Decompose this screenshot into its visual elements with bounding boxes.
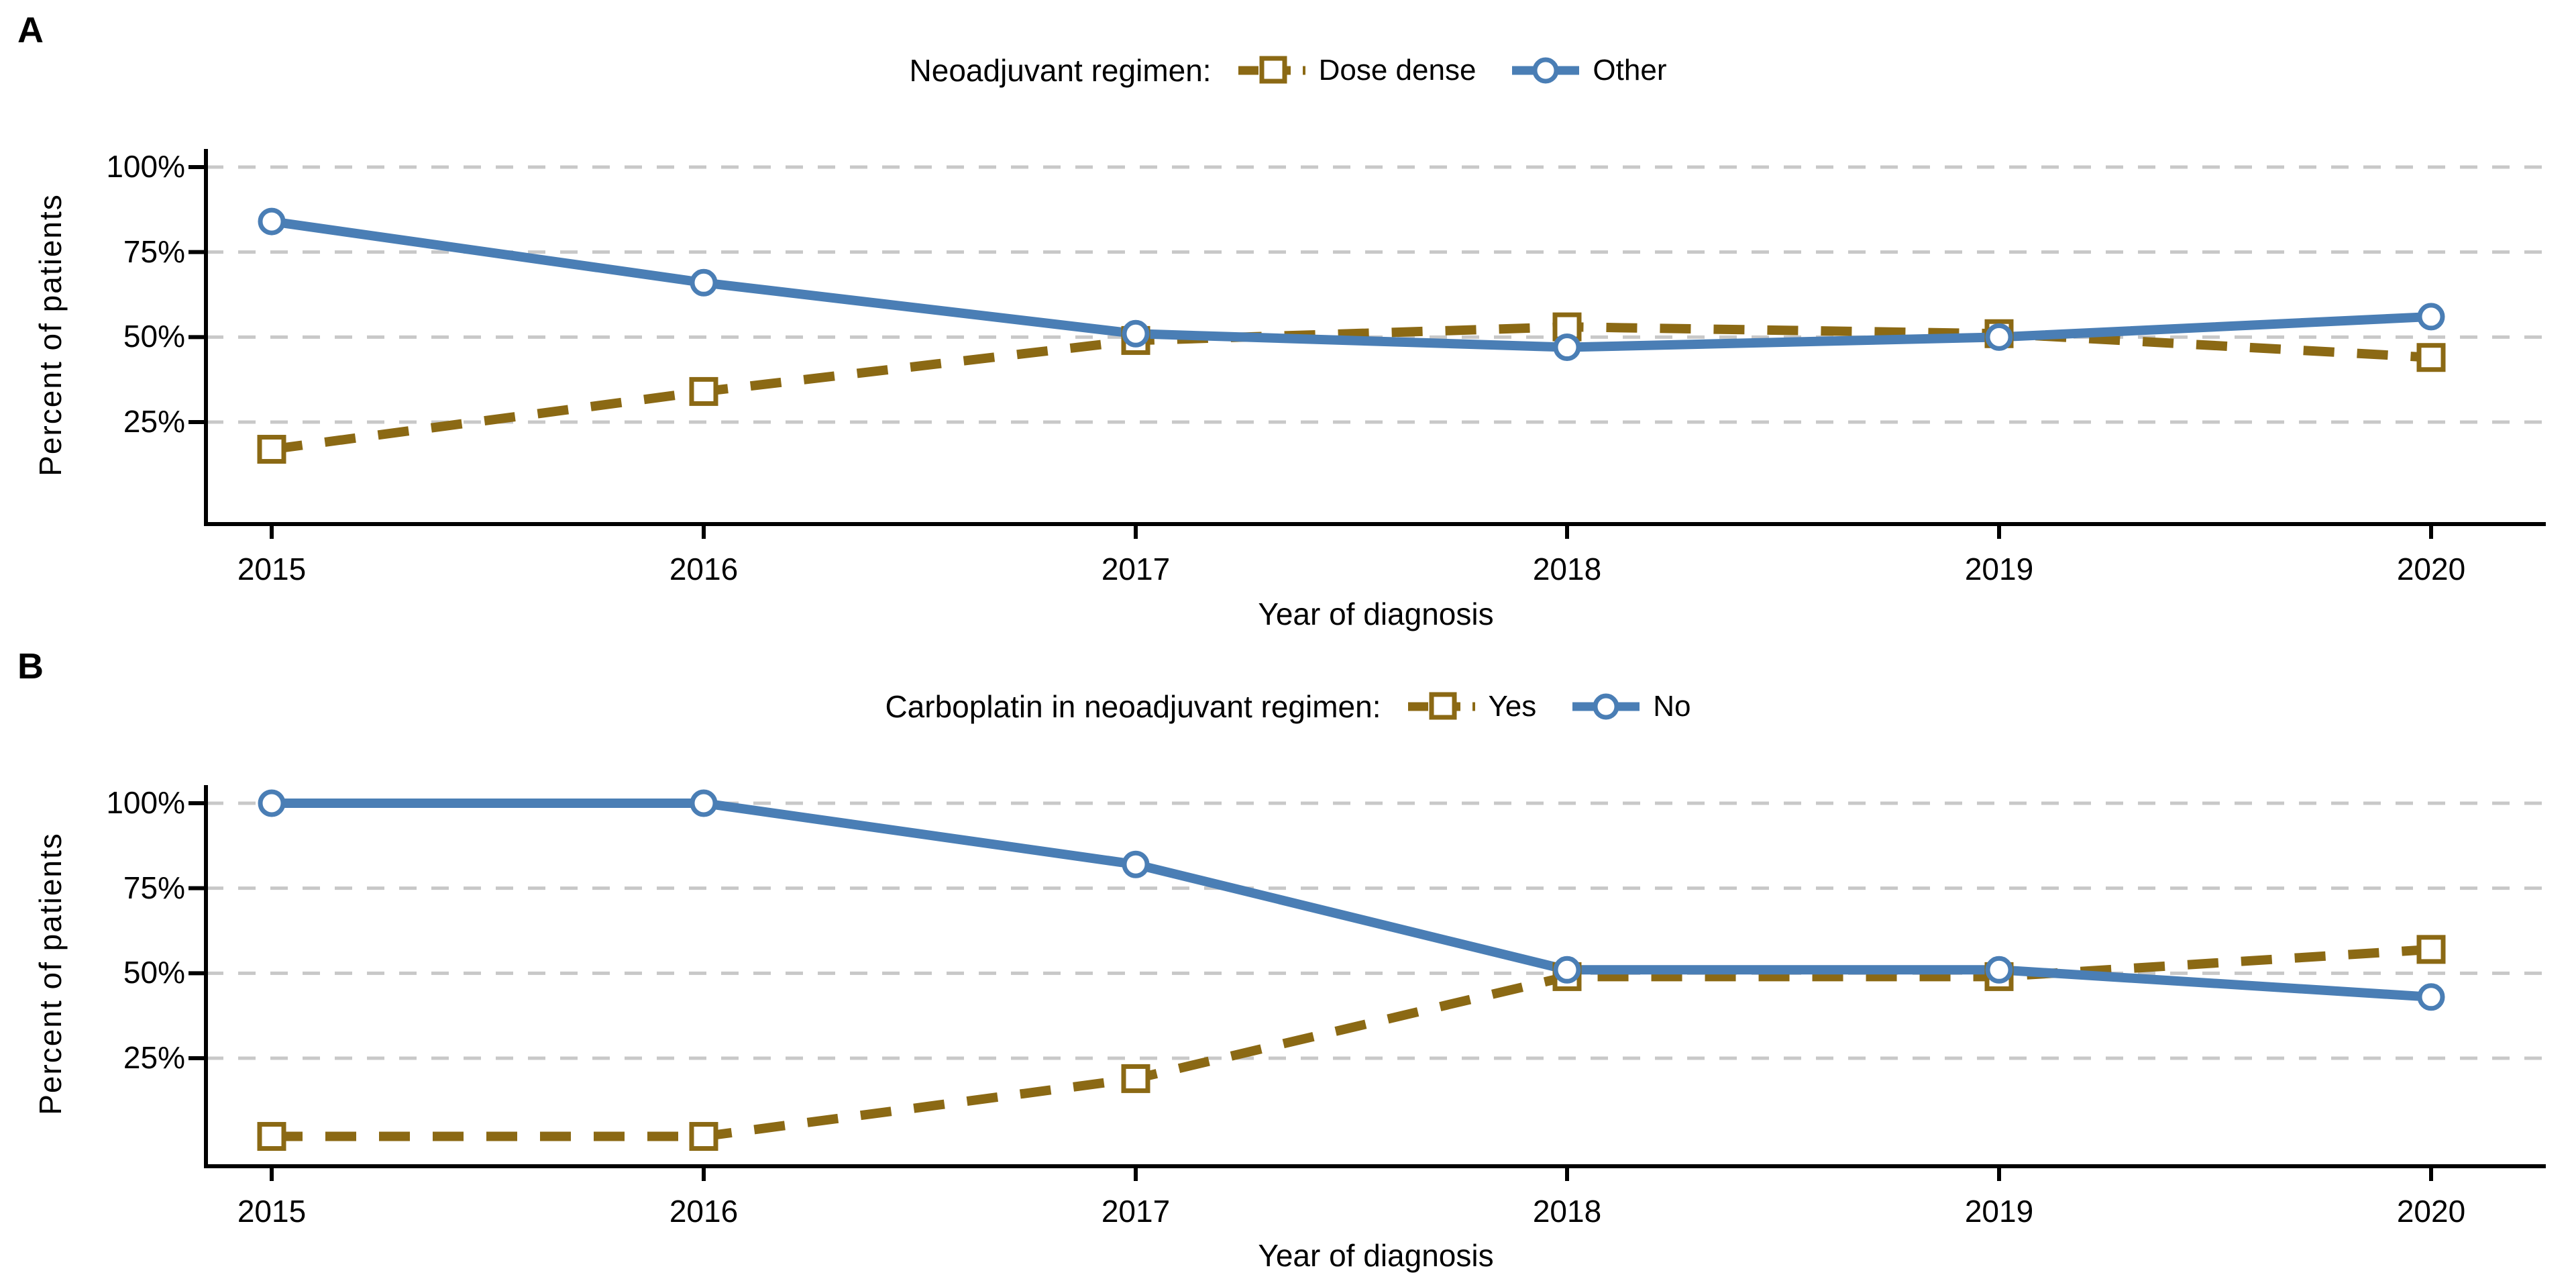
panel-a-letter: A [17, 10, 44, 50]
y-tick-label: 75% [123, 870, 185, 905]
legend-title-a: Neoadjuvant regimen: [909, 53, 1212, 88]
marker-square [1121, 1064, 1150, 1093]
legend-label: No [1653, 690, 1691, 723]
series-line-yes [272, 944, 2432, 1141]
legend-key-circle-icon [1512, 57, 1580, 84]
y-tick-label: 50% [123, 955, 185, 990]
x-tick-label: 2019 [1964, 552, 2034, 586]
legend-key-circle-icon [1572, 693, 1640, 720]
y-tick-label: 50% [123, 319, 185, 354]
x-tick-label: 2017 [1101, 552, 1171, 586]
marker-square [689, 376, 718, 406]
series-line-no [272, 799, 2432, 1002]
legend-title-b: Carboplatin in neoadjuvant regimen: [885, 689, 1381, 724]
legend-item-other: Other [1511, 54, 1666, 87]
x-tick-label: 2018 [1532, 552, 1602, 586]
x-tick-label: 2020 [2396, 552, 2466, 586]
x-tick-label: 2016 [669, 552, 739, 586]
legend-label: Dose dense [1318, 54, 1477, 87]
x-tick-label: 2016 [669, 1194, 739, 1229]
y-tick-label: 100% [106, 785, 185, 820]
panel-b-letter: B [17, 646, 44, 686]
x-tick-label: 2020 [2396, 1194, 2466, 1229]
marker-circle [1553, 333, 1581, 362]
y-tick-label: 25% [123, 1040, 185, 1075]
legend-item-no: No [1571, 690, 1691, 723]
marker-circle [1553, 956, 1581, 984]
y-tick-label: 75% [123, 234, 185, 269]
marker-circle [1122, 319, 1150, 348]
marker-circle [2417, 303, 2445, 331]
y-axis-title-b: Percent of patients [33, 832, 68, 1115]
marker-square [257, 1122, 286, 1151]
marker-square [257, 435, 286, 464]
marker-circle [690, 789, 718, 817]
series-line-other [271, 217, 2432, 352]
marker-square [2416, 343, 2446, 372]
marker-circle [258, 789, 286, 817]
marker-circle [258, 207, 286, 236]
marker-circle [1122, 850, 1150, 878]
legend-label: Yes [1488, 690, 1537, 723]
legend-items-b: Yes No [1407, 690, 1691, 723]
x-tick-label: 2015 [237, 1194, 307, 1229]
x-axis-title-b: Year of diagnosis [1258, 1238, 1494, 1273]
x-tick-label: 2015 [237, 552, 307, 586]
legend-panel-b: Carboplatin in neoadjuvant regimen: Yes N… [282, 688, 2294, 725]
marker-circle [2417, 983, 2445, 1011]
legend-panel-a: Neoadjuvant regimen: Dose dense Other [282, 52, 2294, 89]
legend-key-square-icon [1238, 56, 1305, 84]
y-axis-title-a: Percent of patients [33, 193, 68, 476]
y-tick-label: 100% [106, 149, 185, 184]
legend-label: Other [1593, 54, 1667, 87]
legend-item-yes: Yes [1407, 690, 1537, 723]
legend-items-a: Dose dense Other [1237, 54, 1666, 87]
x-tick-label: 2018 [1532, 1194, 1602, 1229]
series-line-dose-dense [271, 322, 2432, 454]
marker-circle [1985, 956, 2013, 984]
marker-circle [690, 268, 718, 297]
legend-key-square-icon [1407, 692, 1475, 720]
x-axis-title-a: Year of diagnosis [1258, 597, 1494, 631]
legend-item-dose-dense: Dose dense [1237, 54, 1477, 87]
marker-square [2416, 935, 2446, 964]
marker-square [689, 1122, 718, 1151]
x-tick-label: 2017 [1101, 1194, 1171, 1229]
marker-circle [1985, 323, 2013, 351]
x-tick-label: 2019 [1964, 1194, 2034, 1229]
y-tick-label: 25% [123, 404, 185, 439]
